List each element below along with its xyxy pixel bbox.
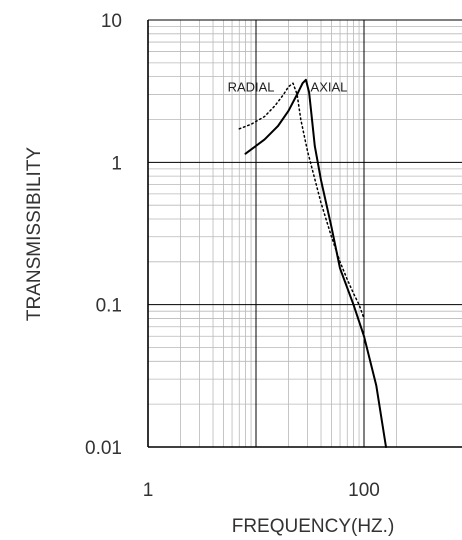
major-grid (148, 20, 462, 447)
x-tick-label: 1 (143, 480, 154, 501)
minor-grid (148, 20, 462, 447)
y-tick-label: 1 (111, 153, 122, 174)
y-tick-label: 0.01 (85, 438, 122, 459)
y-axis-label: TRANSMISSIBILITY (24, 147, 45, 322)
x-tick-label: 100 (348, 480, 380, 501)
axes (147, 19, 462, 448)
series-line-radial (238, 82, 365, 320)
y-tick-label: 0.1 (96, 296, 122, 317)
series-line-axial (244, 78, 387, 448)
annotation-radial: RADIAL (228, 80, 275, 95)
x-axis-label: FREQUENCY(HZ.) (232, 516, 395, 537)
y-tick-label: 10 (101, 11, 122, 32)
annotation-axial: AXIAL (311, 80, 348, 95)
series-layer (238, 78, 387, 448)
annotations: RADIAL AXIAL (228, 80, 348, 95)
tick-labels: 1 100 10 1 0.1 0.01 (85, 11, 380, 501)
